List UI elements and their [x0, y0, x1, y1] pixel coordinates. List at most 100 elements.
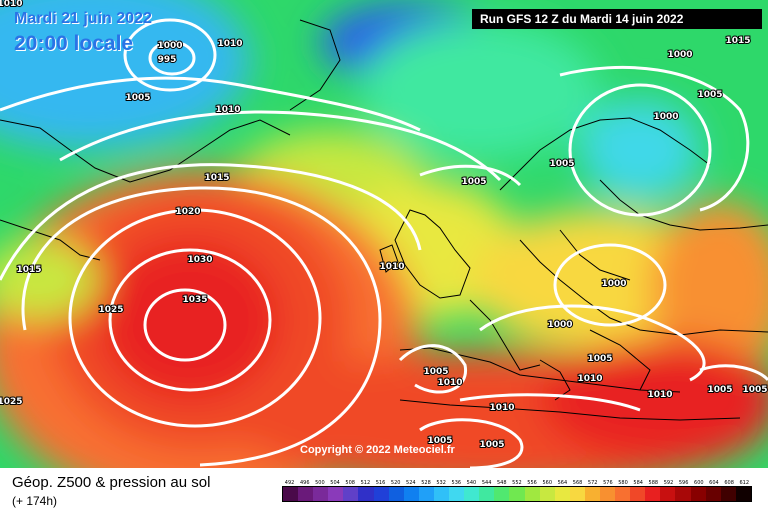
isobar-label: 1005 [461, 177, 486, 187]
run-info-box: Run GFS 12 Z du Mardi 14 juin 2022 [472, 9, 762, 29]
isobar-label: 1005 [427, 436, 452, 446]
scale-swatch [735, 487, 751, 501]
isobar-label: 1010 [0, 0, 23, 9]
scale-value: 504 [330, 480, 340, 486]
isobar-label: 1010 [437, 378, 462, 388]
isobar-label: 1015 [204, 173, 229, 183]
scale-swatch [388, 487, 404, 501]
isobar-label: 1005 [697, 90, 722, 100]
isobar-label: 1000 [653, 112, 678, 122]
scale-value: 544 [481, 480, 492, 486]
scale-swatch [403, 487, 419, 501]
scale-value: 560 [542, 480, 552, 486]
map-field: 1010 1000 995 1010 1005 1010 1015 1005 1… [0, 0, 768, 468]
scale-swatch [539, 487, 555, 501]
scale-swatch [645, 487, 661, 501]
scale-swatch [615, 487, 631, 501]
isobar-label: 1000 [547, 320, 572, 330]
scale-value: 548 [496, 480, 507, 486]
scale-value: 552 [512, 480, 522, 486]
scale-swatch [569, 487, 585, 501]
scale-swatch [373, 487, 389, 501]
isobar-label: 1010 [217, 39, 242, 49]
forecast-date: Mardi 21 juin 2022 [14, 10, 152, 27]
isobar-label: 995 [158, 55, 177, 65]
scale-value: 612 [739, 480, 750, 486]
scale-value: 576 [603, 480, 613, 486]
isobar-label: 1005 [742, 385, 767, 395]
scale-value: 528 [421, 480, 431, 486]
scale-swatch [524, 487, 540, 501]
isobar-label: 1005 [125, 93, 150, 103]
scale-value: 536 [451, 480, 462, 486]
scale-cells [282, 486, 752, 502]
isobar-label: 1005 [423, 367, 448, 377]
scale-swatch [313, 487, 329, 501]
isobar-label: 1015 [725, 36, 750, 46]
isobar-label: 1005 [587, 354, 612, 364]
scale-swatch [690, 487, 706, 501]
isobar-label: 1000 [667, 50, 692, 60]
isobars [0, 18, 768, 468]
scale-value: 516 [375, 480, 386, 486]
isobar-label: 1010 [215, 105, 240, 115]
scale-value: 524 [406, 480, 416, 486]
scale-value: 600 [694, 480, 704, 486]
scale-swatch [328, 487, 344, 501]
scale-swatch [675, 487, 691, 501]
scale-swatch [494, 487, 510, 501]
isobar-label: 1000 [157, 41, 182, 51]
isobar-label: 1010 [489, 403, 514, 413]
forecast-step: (+ 174h) [12, 494, 58, 508]
scale-value: 592 [663, 480, 674, 486]
isobar-label: 1000 [601, 279, 626, 289]
coastlines [0, 19, 768, 421]
isobar-label: 1015 [16, 265, 41, 275]
scale-value: 568 [572, 480, 583, 486]
scale-value: 532 [436, 480, 446, 486]
scale-swatch [343, 487, 359, 501]
scale-value: 500 [315, 480, 325, 486]
scale-value: 540 [466, 480, 477, 486]
isobar-label: 1020 [175, 207, 200, 217]
isobar-label: 1030 [187, 255, 212, 265]
scale-value: 580 [618, 480, 628, 486]
product-title: Géop. Z500 & pression au sol [12, 474, 211, 491]
scale-value: 512 [360, 480, 371, 486]
scale-value: 556 [527, 480, 537, 486]
scale-value: 596 [678, 480, 689, 486]
scale-value: 604 [709, 480, 719, 486]
isobar-label: 1005 [479, 440, 504, 450]
scale-swatch [509, 487, 525, 501]
scale-labels: 492 496 500 504 508 512 516 520 524 528 532 536 540 5… [282, 480, 752, 486]
scale-swatch [720, 487, 736, 501]
scale-value: 572 [587, 480, 598, 486]
isobar-labels: 1010 1000 995 1010 1005 1010 1015 1005 1… [0, 0, 768, 451]
scale-swatch [358, 487, 374, 501]
scale-swatch [298, 487, 314, 501]
scale-swatch [660, 487, 676, 501]
scale-swatch [479, 487, 495, 501]
scale-value: 492 [284, 480, 295, 486]
isobar-label: 1010 [379, 262, 404, 272]
scale-swatch [705, 487, 721, 501]
isobar-label: 1035 [182, 295, 207, 305]
scale-swatch [433, 487, 450, 501]
scale-swatch [449, 487, 465, 501]
isobar-label: 1010 [577, 374, 602, 384]
scale-swatch [599, 487, 616, 501]
copyright-text: Copyright © 2022 Meteociel.fr [300, 444, 455, 456]
scale-value: 588 [648, 480, 659, 486]
scale-value: 496 [299, 480, 310, 486]
scale-swatch [584, 487, 600, 501]
scale-value: 608 [724, 480, 734, 486]
scale-value: 564 [557, 480, 568, 486]
scale-swatch [630, 487, 646, 501]
scale-swatch [464, 487, 480, 501]
scale-swatch [554, 487, 570, 501]
weather-map: 1010 1000 995 1010 1005 1010 1015 1005 1… [0, 0, 768, 468]
color-scale: 492 496 500 504 508 512 516 520 524 528 532 536 540 5… [282, 480, 752, 502]
isobar-label: 1025 [98, 305, 123, 315]
isobar-label: 1005 [707, 385, 732, 395]
scale-value: 508 [345, 480, 355, 486]
